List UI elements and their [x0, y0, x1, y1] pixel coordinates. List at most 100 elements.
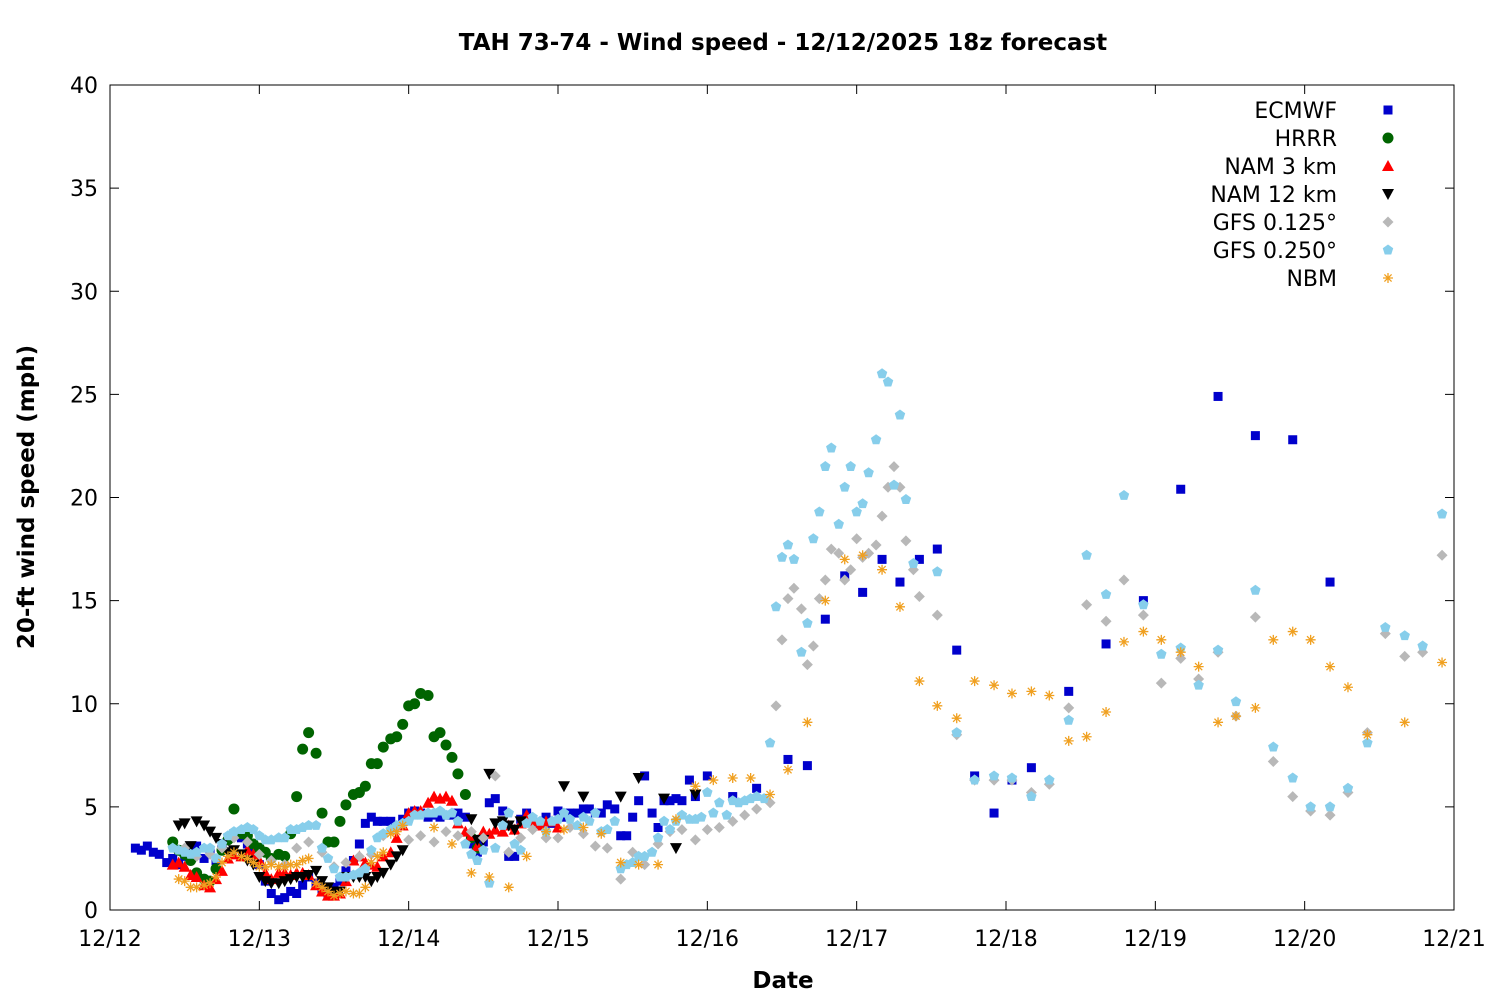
gfs-0-125-point — [403, 834, 415, 846]
nam-12-km-point — [514, 816, 527, 828]
gfs-0-250-point — [894, 409, 906, 420]
gfs-0-250-point — [534, 815, 546, 826]
gfs-0-250-point — [1342, 782, 1354, 793]
gfs-0-250-point — [1118, 489, 1130, 500]
x-tick-label: 12/21 — [1422, 927, 1485, 952]
nam-12-km-point — [365, 876, 378, 888]
ecmwf-point — [136, 845, 146, 855]
nam-12-km-point — [371, 872, 384, 883]
gfs-0-250-point — [652, 832, 664, 843]
y-tick-label: 10 — [70, 693, 98, 718]
nam-12-km-point — [390, 851, 403, 863]
nam-3-km-point — [190, 871, 203, 882]
gfs-0-125-point — [1100, 615, 1112, 627]
ecmwf-point — [602, 800, 612, 810]
hrrr-point — [340, 799, 352, 811]
gfs-0-125-point — [1137, 609, 1149, 621]
ecmwf-point — [1325, 577, 1335, 587]
gfs-0-250-point — [900, 494, 912, 505]
ecmwf-point — [130, 843, 140, 853]
gfs-0-250-point — [446, 807, 458, 818]
nam-3-km-point — [440, 790, 452, 802]
nam-3-km-point — [422, 796, 435, 808]
nbm-point — [242, 853, 253, 864]
nbm-point — [179, 876, 190, 887]
gfs-0-250-point — [1156, 648, 1167, 659]
ecmwf-point — [154, 849, 164, 859]
gfs-0-250-point — [1230, 696, 1242, 707]
nbm-point — [222, 851, 233, 862]
nam-12-km-point — [210, 832, 223, 844]
nam-12-km-point — [483, 768, 496, 780]
gfs-0-250-point — [876, 368, 888, 379]
nam-12-km-point — [669, 843, 682, 855]
hrrr-point — [291, 791, 303, 803]
ecmwf-point — [665, 796, 675, 806]
gfs-0-125-point — [291, 842, 303, 854]
ecmwf-point — [553, 806, 563, 816]
gfs-0-125-point — [1155, 677, 1167, 689]
y-tick-label: 5 — [84, 796, 98, 821]
gfs-0-250-point — [951, 727, 962, 738]
gfs-0-125-point — [689, 834, 701, 846]
nbm-point — [334, 888, 345, 899]
ecmwf-point — [360, 818, 370, 828]
nbm-point — [285, 859, 296, 870]
nam-3-km-point — [172, 856, 185, 868]
nam-12-km-point — [204, 826, 217, 838]
nam-12-km-point — [465, 814, 478, 826]
gfs-0-125-point — [253, 848, 265, 860]
legend: ECMWF HRRR NAM 3 km NAM 12 km GFS 0.125° GFS … — [1210, 99, 1394, 292]
ecmwf-point — [584, 804, 594, 814]
gfs-0-250-point — [322, 852, 334, 863]
gfs-0-125-point — [1249, 611, 1261, 623]
gfs-0-125-point — [353, 850, 365, 862]
gfs-0-125-point — [489, 770, 501, 782]
nbm-point — [360, 882, 371, 893]
nbm-point — [541, 826, 552, 837]
nbm-point — [173, 874, 184, 885]
hrrr-point — [440, 739, 452, 751]
ecmwf-point — [1101, 639, 1111, 649]
nbm-point — [1342, 682, 1353, 693]
gfs-0-250-point — [845, 461, 856, 472]
y-tick-label: 30 — [70, 280, 98, 305]
nam-12-km-point — [253, 872, 266, 883]
nbm-point — [1437, 657, 1448, 668]
gfs-0-125-point — [1081, 599, 1093, 611]
ecmwf-point — [932, 544, 942, 554]
gfs-0-125-point — [1063, 702, 1075, 714]
gfs-0-125-point — [851, 533, 863, 545]
gfs-0-125-point — [1324, 809, 1336, 821]
gfs-0-125-point — [776, 634, 788, 646]
nbm-point — [228, 847, 239, 858]
gfs-0-250-point — [316, 842, 328, 853]
legend-marker — [1382, 244, 1394, 255]
plot-frame — [109, 84, 1455, 911]
nam-3-km-point — [445, 794, 458, 806]
ecmwf-point — [677, 796, 687, 806]
nbm-point — [839, 554, 850, 565]
legend-marker — [1383, 105, 1393, 115]
nbm-point — [1156, 634, 1167, 645]
nbm-point — [521, 851, 532, 862]
nbm-point — [248, 857, 259, 868]
hrrr-point — [377, 741, 389, 753]
gfs-0-250-point — [839, 481, 850, 492]
y-tick-label: 20 — [70, 487, 98, 512]
nbm-point — [297, 855, 308, 866]
nam-12-km-point — [310, 865, 323, 877]
gfs-0-125-point — [615, 873, 627, 885]
nam-12-km-point — [384, 859, 397, 871]
gfs-0-250-point — [509, 838, 520, 849]
hrrr-point — [371, 758, 383, 770]
x-tick-label: 12/18 — [974, 927, 1037, 952]
ecmwf-point — [647, 808, 657, 818]
gfs-0-250-point — [378, 828, 389, 839]
nbm-point — [558, 824, 569, 835]
nbm-point — [914, 676, 925, 687]
nbm-point — [1175, 647, 1186, 658]
nbm-point — [615, 857, 626, 868]
nbm-point — [1101, 707, 1112, 717]
